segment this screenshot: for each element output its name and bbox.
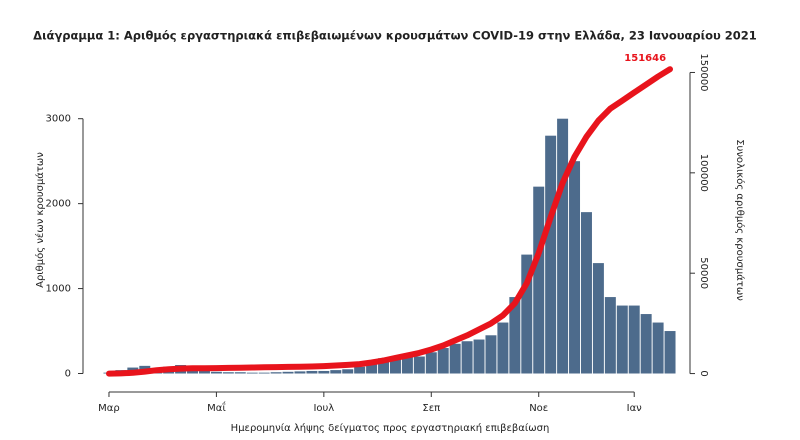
bar (592, 263, 604, 374)
bar (449, 343, 461, 374)
bar (270, 372, 282, 374)
bar (234, 372, 246, 374)
bar (354, 366, 366, 374)
x-tick-label: Ιουλ (313, 403, 334, 414)
y-tick-label: 1000 (46, 284, 71, 295)
bar (282, 371, 294, 374)
bar (557, 118, 569, 374)
bar (533, 186, 545, 374)
bar (616, 305, 628, 374)
bar (246, 372, 258, 374)
bar (604, 297, 616, 374)
chart-title: Διάγραμμα 1: Αριθμός εργαστηριακά επιβεβ… (33, 29, 757, 43)
bar (628, 305, 640, 374)
bar (306, 370, 318, 374)
bar (198, 370, 210, 374)
bar (318, 370, 330, 374)
x-axis-label: Ημερομηνία λήψης δείγματος προς εργαστηρ… (231, 422, 550, 434)
bar (222, 372, 234, 374)
bar (640, 314, 652, 374)
x-tick-label: Σεπ (422, 403, 440, 414)
bar (366, 363, 378, 374)
bar (580, 212, 592, 374)
bar (378, 358, 390, 374)
x-tick-label: Ιαν (627, 403, 643, 414)
y2-axis-label: Συνολικός αριθμός κρουσμάτων (734, 139, 746, 301)
bar (210, 371, 222, 374)
y2-tick-label: 50000 (698, 257, 709, 289)
bar (330, 370, 342, 374)
bar (342, 369, 354, 374)
x-tick-label: Νοε (529, 403, 548, 414)
y-tick-label: 2000 (46, 199, 71, 210)
bar (473, 339, 485, 374)
bar (461, 341, 473, 374)
bar (497, 322, 509, 374)
y2-tick-label: 100000 (698, 154, 709, 192)
bar (187, 369, 199, 374)
y-axis-label: Αριθμός νέων κρουσμάτων (34, 152, 46, 288)
bar (294, 371, 306, 374)
bar (521, 254, 533, 374)
x-tick-label: Μαΐ (207, 400, 226, 414)
bar (664, 331, 676, 374)
bar (258, 372, 270, 374)
x-tick-label: Μαρ (98, 403, 120, 414)
y-tick-label: 3000 (46, 114, 71, 125)
bar (389, 356, 401, 374)
bar (437, 348, 449, 374)
y2-tick-label: 0 (698, 370, 709, 376)
bar (485, 335, 497, 374)
bar (413, 356, 425, 374)
y2-tick-label: 150000 (698, 53, 709, 91)
bar (425, 352, 437, 374)
bar (509, 297, 521, 374)
data-label: 151646 (624, 53, 666, 64)
cumulative-line (106, 66, 673, 377)
y-tick-label: 0 (65, 369, 71, 380)
bar (652, 322, 664, 374)
bar (569, 161, 581, 374)
bar (401, 354, 413, 374)
bar (545, 135, 557, 374)
